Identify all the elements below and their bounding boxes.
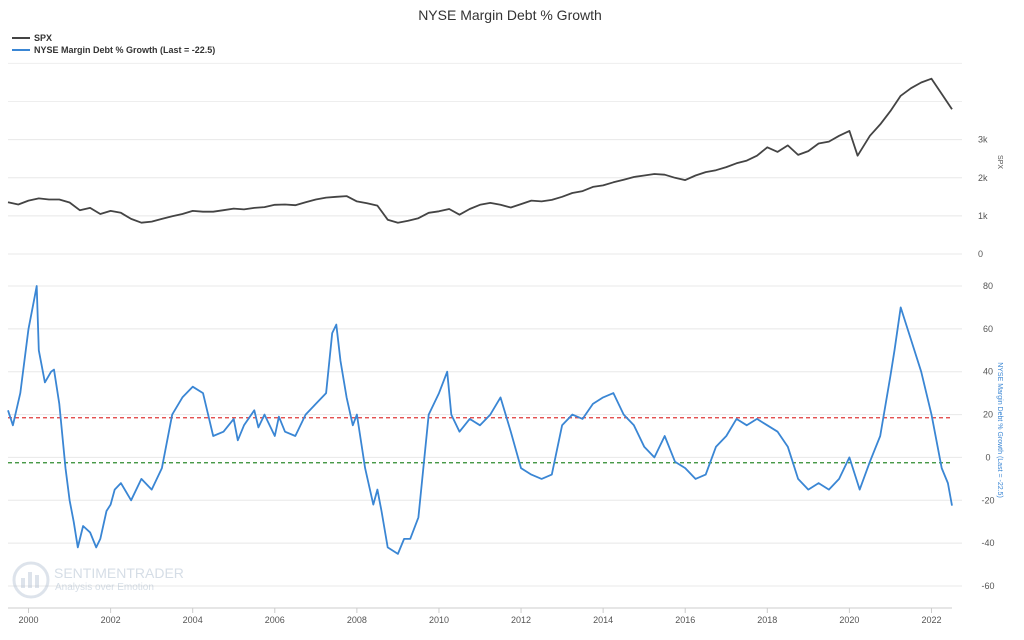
legend-item-spx[interactable]: SPX: [12, 33, 52, 43]
margin-tick-label: -40: [981, 538, 994, 548]
x-tick-label: 2012: [511, 615, 531, 625]
x-tick-label: 2020: [839, 615, 859, 625]
margin-tick-label: 20: [983, 410, 993, 420]
x-tick-label: 2002: [101, 615, 121, 625]
margin-tick-label: -20: [981, 495, 994, 505]
legend-item-margin-debt[interactable]: NYSE Margin Debt % Growth (Last = -22.5): [12, 45, 215, 55]
spx-axis-title: SPX: [996, 155, 1003, 169]
spx-tick-label: 2k: [978, 173, 988, 183]
x-tick-label: 2016: [675, 615, 695, 625]
x-tick-label: 2018: [757, 615, 777, 625]
x-tick-label: 2006: [265, 615, 285, 625]
margin-gridlines: [8, 285, 962, 587]
margin-tick-label: 80: [983, 281, 993, 291]
sentimentrader-logo-icon: [12, 561, 50, 599]
spx-tick-label: 0: [978, 249, 983, 259]
x-tick-label: 2014: [593, 615, 613, 625]
spx-tick-label: 1k: [978, 211, 988, 221]
legend: SPX NYSE Margin Debt % Growth (Last = -2…: [12, 33, 215, 55]
series-layer: [7, 77, 953, 555]
watermark-brand: SENTIMENTRADER: [54, 565, 184, 581]
watermark: SENTIMENTRADER Analysis over Emotion: [12, 561, 184, 599]
legend-label-margin-debt: NYSE Margin Debt % Growth (Last = -22.5): [34, 45, 215, 55]
x-tick-label: 2022: [921, 615, 941, 625]
axis-labels: 0 1k 2k 3k -60 -40 -20 0 20 40 60 80 2000 2002 2004 200…: [8, 135, 995, 625]
legend-label-spx: SPX: [34, 33, 52, 43]
reference-lines: [8, 417, 952, 464]
chart-title: NYSE Margin Debt % Growth: [418, 7, 602, 23]
x-tick-label: 2008: [347, 615, 367, 625]
x-tick-label: 2004: [183, 615, 203, 625]
margin-tick-label: 60: [983, 324, 993, 334]
margin-tick-label: 40: [983, 367, 993, 377]
series-line-spx[interactable]: [7, 77, 953, 224]
margin-tick-label: -60: [981, 581, 994, 591]
spx-gridlines: [8, 62, 962, 255]
spx-tick-label: 3k: [978, 135, 988, 145]
watermark-tagline: Analysis over Emotion: [55, 582, 154, 593]
x-tick-label: 2000: [19, 615, 39, 625]
x-tick-label: 2010: [429, 615, 449, 625]
series-line-margin-debt[interactable]: [7, 285, 953, 555]
margin-tick-label: 0: [985, 452, 990, 462]
margin-axis-title: NYSE Margin Debt % Growth (Last = -22.5): [996, 362, 1003, 498]
